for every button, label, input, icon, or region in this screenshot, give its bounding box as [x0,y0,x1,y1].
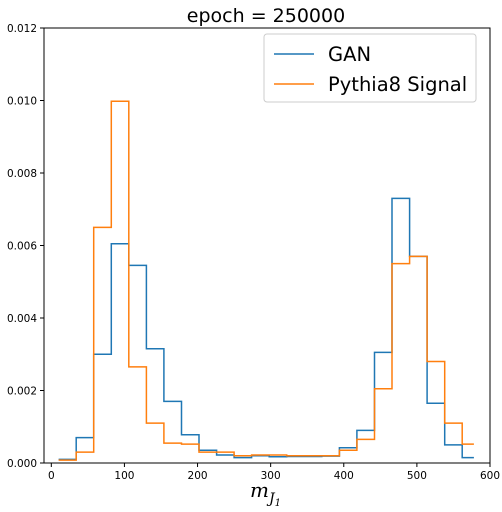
x-tick-label: 200 [188,470,208,482]
x-axis-label-main: m [250,478,269,502]
x-axis-label-subsub: 1 [275,498,281,509]
y-tick-label: 0.010 [7,96,37,108]
x-tick-label: 100 [114,470,134,482]
x-tick-label: 600 [480,470,500,482]
y-tick-label: 0.004 [7,313,37,325]
x-tick-label: 400 [334,470,354,482]
y-tick-label: 0.006 [7,241,37,253]
series-line-gan [58,197,474,461]
x-axis-label-sub: J [266,491,276,507]
legend-pythia-label: Pythia8 Signal [328,73,467,96]
legend-gan-label: GAN [328,43,371,66]
y-tick-label: 0.012 [7,23,37,35]
y-tick-label: 0.008 [7,168,37,180]
legend: GAN Pythia8 Signal [263,33,477,103]
x-tick-label: 300 [261,470,281,482]
x-axis-label: mJ1 [250,478,281,509]
plot-marks [58,100,474,461]
x-tick-label: 0 [48,470,55,482]
chart-title: epoch = 250000 [187,5,345,27]
axes: 0 100 200 300 400 500 600 0.000 0.002 0.004 0.006 0… [7,23,500,482]
y-tick-label: 0.002 [7,386,37,398]
series-line-pythia8-signal [58,100,474,461]
legend-box [263,33,477,103]
y-tick-label: 0.000 [7,458,37,470]
x-tick-label: 500 [407,470,427,482]
